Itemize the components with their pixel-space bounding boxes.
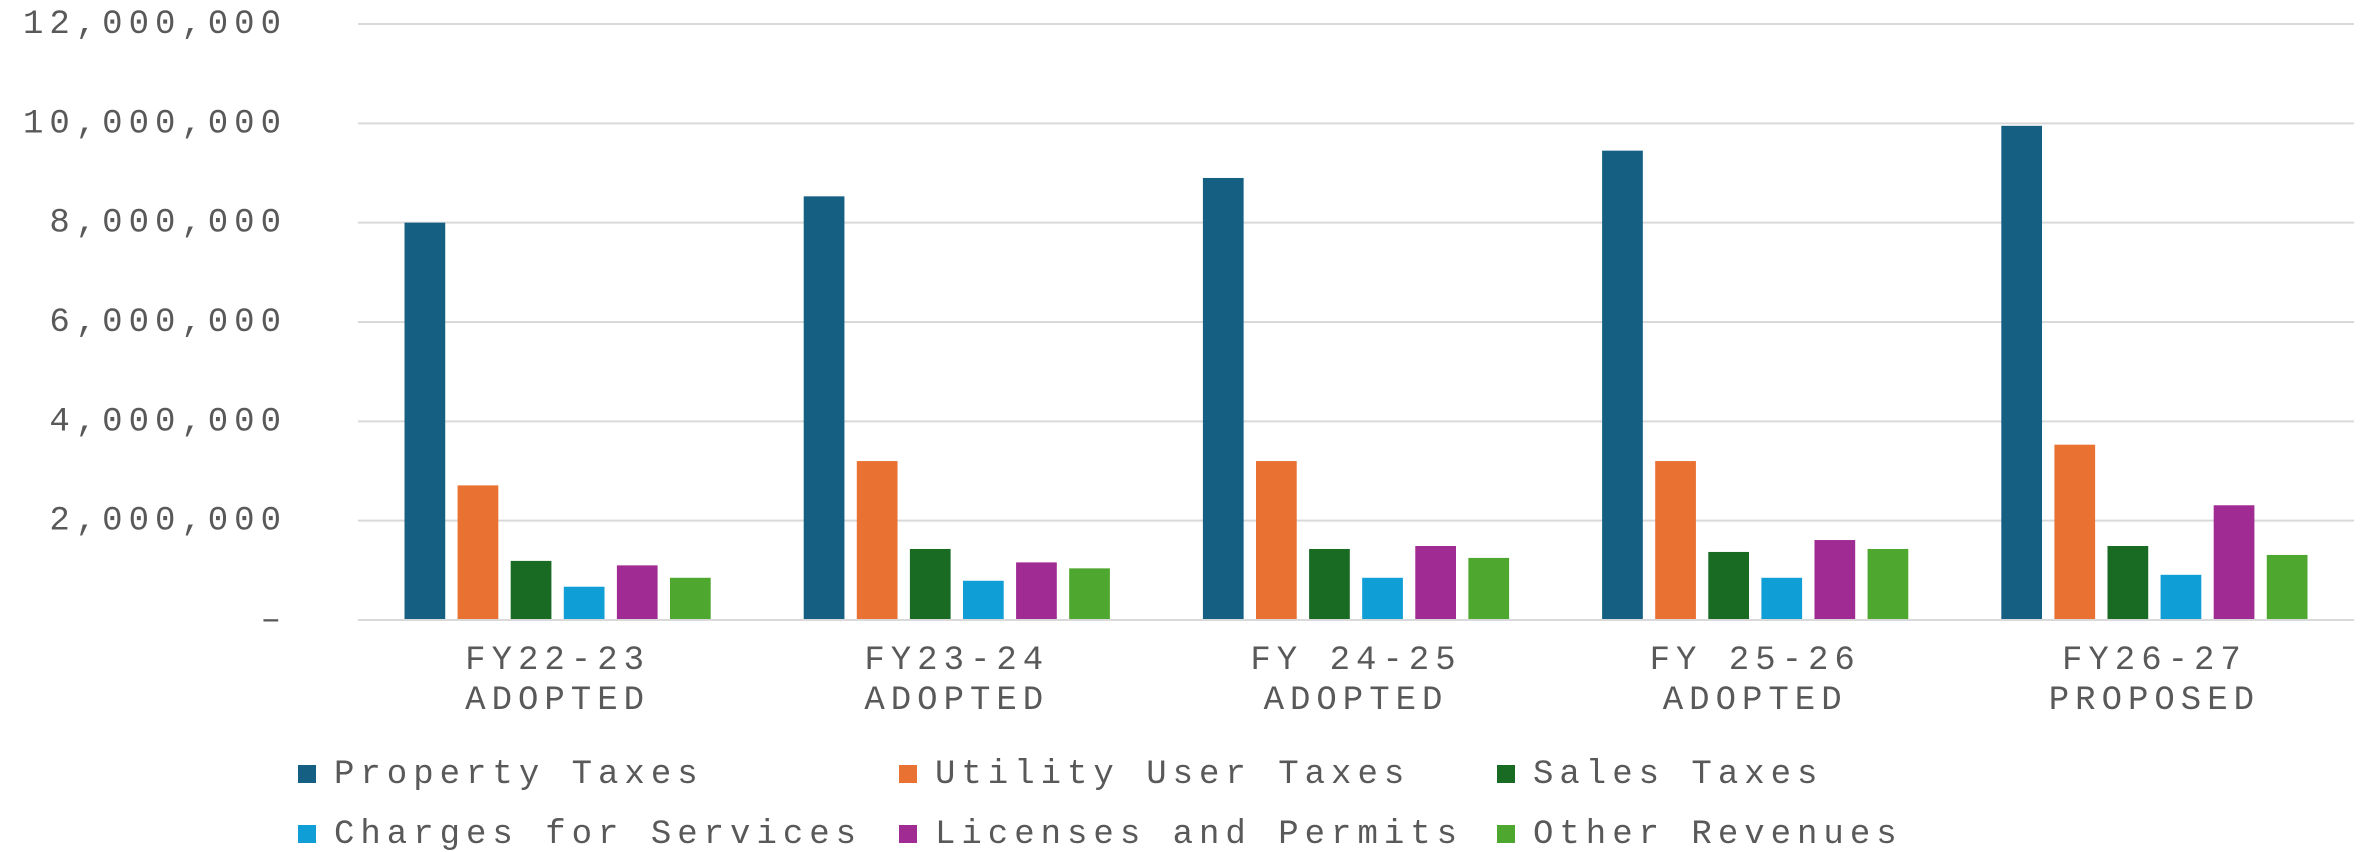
bar [457, 485, 499, 620]
y-tick-label: 4,000,000 [49, 403, 287, 441]
x-tick-line: FY 25-26 [1650, 642, 1861, 680]
y-tick-label: 10,000,000 [23, 105, 287, 143]
bar [856, 461, 898, 620]
bar [1415, 545, 1456, 620]
legend-label: Sales Taxes [1533, 756, 1823, 794]
y-tick-label: – [261, 602, 287, 640]
legend-label: Property Taxes [334, 756, 704, 794]
bar [404, 222, 446, 620]
x-tick-line: ADOPTED [1264, 682, 1449, 720]
legend-swatch [298, 765, 316, 783]
legend-swatch [298, 825, 316, 843]
bar [2266, 554, 2308, 620]
bar [510, 560, 552, 620]
bar [2160, 574, 2202, 620]
bar [1761, 577, 1803, 620]
x-tick-label: FY 25-26 ADOPTED [1650, 642, 1861, 720]
bar [2213, 505, 2255, 620]
x-tick-line: FY 24-25 [1250, 642, 1461, 680]
bar [2001, 125, 2043, 621]
bar [962, 580, 1004, 620]
bar [1708, 551, 1750, 620]
x-tick-line: ADOPTED [1663, 682, 1848, 720]
bar [2054, 444, 2096, 620]
bar [1602, 150, 1643, 620]
y-tick-label: 12,000,000 [23, 6, 287, 44]
x-tick-line: FY23-24 [864, 642, 1049, 680]
bar [909, 548, 951, 620]
legend-label: Utility User Taxes [935, 756, 1410, 794]
x-tick-line: PROPOSED [2049, 682, 2260, 720]
bar [1309, 548, 1350, 620]
bar [669, 577, 711, 620]
legend-label: Other Revenues [1533, 816, 1903, 852]
bar [1468, 557, 1510, 620]
bar [1814, 540, 1856, 620]
bar [1202, 177, 1244, 620]
x-tick-label: FY26-27 PROPOSED [2049, 642, 2260, 720]
y-tick-label: 8,000,000 [49, 205, 287, 243]
x-tick-label: FY22-23 ADOPTED [465, 642, 650, 720]
legend-swatch [899, 825, 917, 843]
x-tick-label: FY 24-25 ADOPTED [1250, 642, 1461, 720]
x-tick-line: ADOPTED [864, 682, 1049, 720]
y-tick-label: 6,000,000 [49, 304, 287, 342]
bar [1362, 577, 1403, 620]
legend-label: Licenses and Permits [935, 816, 1463, 852]
legend-label: Charges for Services [334, 816, 862, 852]
y-tick-label: 2,000,000 [49, 503, 287, 541]
bar [803, 196, 845, 621]
bar [1256, 461, 1297, 620]
legend-swatch [1497, 825, 1515, 843]
bar [1069, 568, 1110, 620]
x-tick-line: FY26-27 [2062, 642, 2247, 680]
x-tick-line: ADOPTED [465, 682, 650, 720]
bar [1867, 548, 1909, 620]
bar [563, 586, 605, 620]
x-tick-line: FY22-23 [465, 642, 650, 680]
legend-swatch [1497, 765, 1515, 783]
bar [1655, 461, 1696, 620]
bar [2107, 545, 2149, 620]
bar [1016, 562, 1057, 620]
bar [616, 565, 658, 620]
legend-swatch [899, 765, 917, 783]
x-tick-label: FY23-24 ADOPTED [864, 642, 1049, 720]
